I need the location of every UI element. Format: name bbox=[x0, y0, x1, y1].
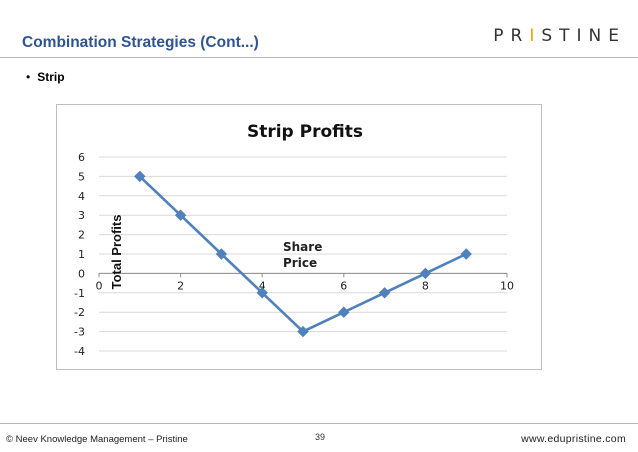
brand-logo: PRISTINE bbox=[493, 26, 626, 46]
y-tick-label: -2 bbox=[74, 306, 85, 319]
x-tick-label: 10 bbox=[500, 279, 514, 292]
x-tick-label: 0 bbox=[96, 279, 103, 292]
data-point bbox=[419, 267, 432, 280]
y-tick-label: 1 bbox=[78, 248, 85, 261]
brand-logo-prefix: PR bbox=[493, 26, 530, 46]
chart-title: Strip Profits bbox=[247, 122, 363, 142]
y-tick-label: 4 bbox=[78, 190, 85, 203]
y-axis-label: Total Profits bbox=[109, 215, 124, 290]
x-tick-label: 2 bbox=[177, 279, 184, 292]
brand-logo-suffix: STINE bbox=[541, 26, 626, 46]
y-tick-label: 2 bbox=[78, 229, 85, 242]
footer-website: www.edupristine.com bbox=[521, 433, 626, 445]
data-point bbox=[378, 287, 391, 299]
data-point bbox=[460, 248, 472, 260]
y-tick-label: 6 bbox=[78, 151, 85, 164]
data-point bbox=[134, 170, 146, 183]
y-tick-label: -4 bbox=[74, 345, 85, 358]
y-tick-label: 3 bbox=[78, 209, 85, 222]
data-point bbox=[174, 209, 187, 221]
data-point bbox=[338, 306, 350, 318]
footer-divider bbox=[0, 423, 638, 424]
x-tick-label: 8 bbox=[422, 279, 429, 292]
strip-profits-chart: Strip Profits -4 -3 -2 -1 0 1 2 3 4 5 6 0 2 4 6 8 10 Share… bbox=[74, 122, 514, 358]
data-point bbox=[215, 248, 228, 260]
page-number: 39 bbox=[314, 432, 325, 442]
data-point bbox=[256, 287, 268, 299]
brand-logo-accent: I bbox=[529, 26, 542, 46]
y-tick-label: -3 bbox=[74, 326, 85, 339]
bullet-item: • Strip bbox=[26, 70, 65, 84]
y-tick-label: 5 bbox=[78, 170, 85, 183]
data-point bbox=[297, 325, 309, 338]
x-tick-label: 6 bbox=[340, 279, 347, 292]
x-tick-label: 4 bbox=[259, 279, 266, 292]
x-axis-label: Share Price bbox=[283, 240, 322, 270]
bullet-text: Strip bbox=[37, 70, 65, 84]
slide-title: Combination Strategies (Cont...) bbox=[22, 34, 259, 51]
chart-container: Strip Profits -4 -3 -2 -1 0 1 2 3 4 5 6 0 2 4 6 8 10 Share… bbox=[56, 104, 542, 370]
bullet-symbol: • bbox=[26, 70, 31, 84]
y-tick-label: 0 bbox=[78, 267, 85, 280]
y-tick-label: -1 bbox=[74, 287, 85, 300]
header-divider bbox=[0, 57, 638, 58]
footer-copyright: © Neev Knowledge Management – Pristine bbox=[6, 434, 188, 445]
